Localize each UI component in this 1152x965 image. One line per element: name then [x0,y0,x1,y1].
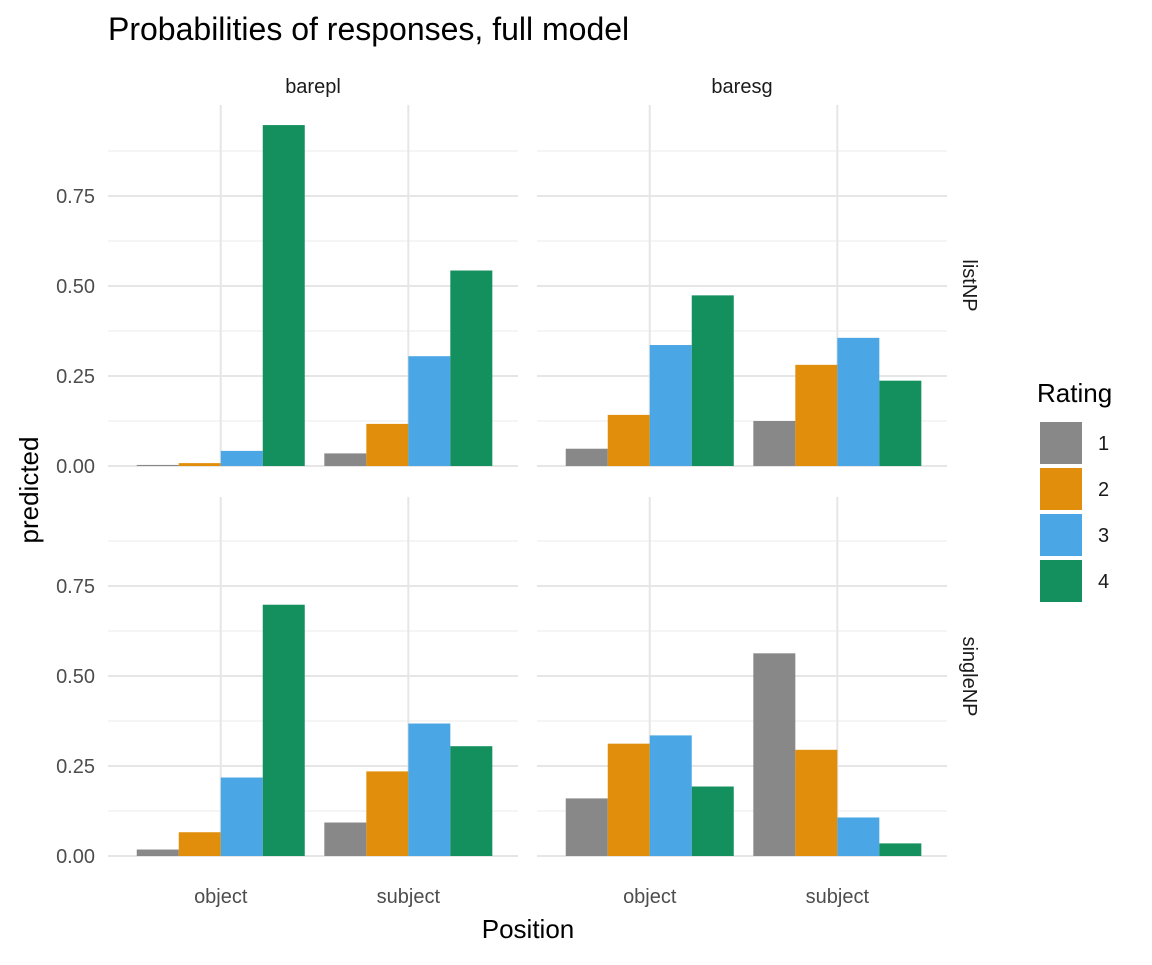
legend-label-1: 1 [1098,433,1109,455]
y-tick-label: 0.00 [56,846,95,868]
bar-baresg-listNP-subject-rating-4 [879,380,922,466]
y-tick-label: 0.75 [56,576,95,598]
y-tick-label: 0.50 [56,276,95,298]
row-strip-label: singleNP [958,636,980,716]
bar-barepl-singleNP-object-rating-1 [136,849,179,856]
bar-baresg-singleNP-object-rating-4 [691,786,734,856]
bar-barepl-singleNP-subject-rating-1 [324,822,367,856]
bar-barepl-listNP-subject-rating-3 [408,356,451,466]
bar-baresg-listNP-subject-rating-3 [837,337,880,466]
legend-title: Rating [1037,378,1112,408]
bar-baresg-listNP-object-rating-2 [607,414,650,466]
bar-baresg-singleNP-subject-rating-1 [753,653,796,856]
legend-key-1 [1040,422,1082,464]
legend-label-3: 3 [1098,525,1109,547]
bar-baresg-singleNP-object-rating-3 [649,735,692,856]
bar-baresg-listNP-subject-rating-1 [753,421,796,466]
bar-barepl-listNP-object-rating-2 [178,463,221,466]
panel-barepl-singleNP: 0.00 0.25 0.50 0.75 object subject [56,497,518,908]
legend-key-3 [1040,514,1082,556]
bar-baresg-listNP-object-rating-3 [649,345,692,466]
panel-baresg-listNP: baresg listNP [537,76,980,467]
bar-baresg-listNP-subject-rating-2 [795,364,838,466]
panel-barepl-listNP: 0.00 0.25 0.50 0.75 barepl [56,76,518,478]
legend-label-4: 4 [1098,571,1109,593]
bar-barepl-singleNP-object-rating-2 [178,832,221,856]
bar-baresg-singleNP-subject-rating-4 [879,843,922,856]
bar-baresg-singleNP-object-rating-1 [565,798,608,856]
bar-barepl-listNP-subject-rating-1 [324,453,367,466]
x-tick-label: subject [377,886,441,908]
bar-barepl-listNP-subject-rating-4 [450,270,493,466]
row-strip-label: listNP [958,259,980,311]
bar-baresg-listNP-object-rating-1 [565,448,608,466]
x-axis-title: Position [482,914,575,944]
legend-label-2: 2 [1098,479,1109,501]
bar-barepl-listNP-object-rating-4 [262,125,305,466]
bar-barepl-listNP-subject-rating-2 [366,423,409,466]
panel-baresg-singleNP: object subject singleNP [537,497,980,908]
x-tick-label: object [194,886,248,908]
bar-baresg-listNP-object-rating-4 [691,295,734,466]
bar-barepl-singleNP-subject-rating-3 [408,723,451,856]
bar-barepl-listNP-object-rating-3 [220,450,263,466]
bar-barepl-singleNP-object-rating-3 [220,777,263,856]
y-tick-label: 0.75 [56,186,95,208]
x-tick-label: object [623,886,677,908]
bar-barepl-listNP-object-rating-1 [136,464,179,466]
y-tick-label: 0.25 [56,756,95,778]
legend: Rating 1 2 3 4 [1037,378,1112,602]
col-strip-label: barepl [285,76,341,98]
bar-baresg-singleNP-subject-rating-3 [837,817,880,856]
bar-barepl-singleNP-subject-rating-4 [450,746,493,856]
y-tick-label: 0.25 [56,366,95,388]
y-tick-label: 0.00 [56,456,95,478]
bar-barepl-singleNP-object-rating-4 [262,604,305,856]
col-strip-label: baresg [711,76,772,98]
chart-title: Probabilities of responses, full model [108,11,629,47]
bar-baresg-singleNP-subject-rating-2 [795,749,838,856]
legend-key-2 [1040,468,1082,510]
x-tick-label: subject [806,886,870,908]
legend-key-4 [1040,560,1082,602]
bar-baresg-singleNP-object-rating-2 [607,743,650,856]
bar-barepl-singleNP-subject-rating-2 [366,771,409,856]
y-tick-label: 0.50 [56,666,95,688]
y-axis-title: predicted [14,437,44,544]
